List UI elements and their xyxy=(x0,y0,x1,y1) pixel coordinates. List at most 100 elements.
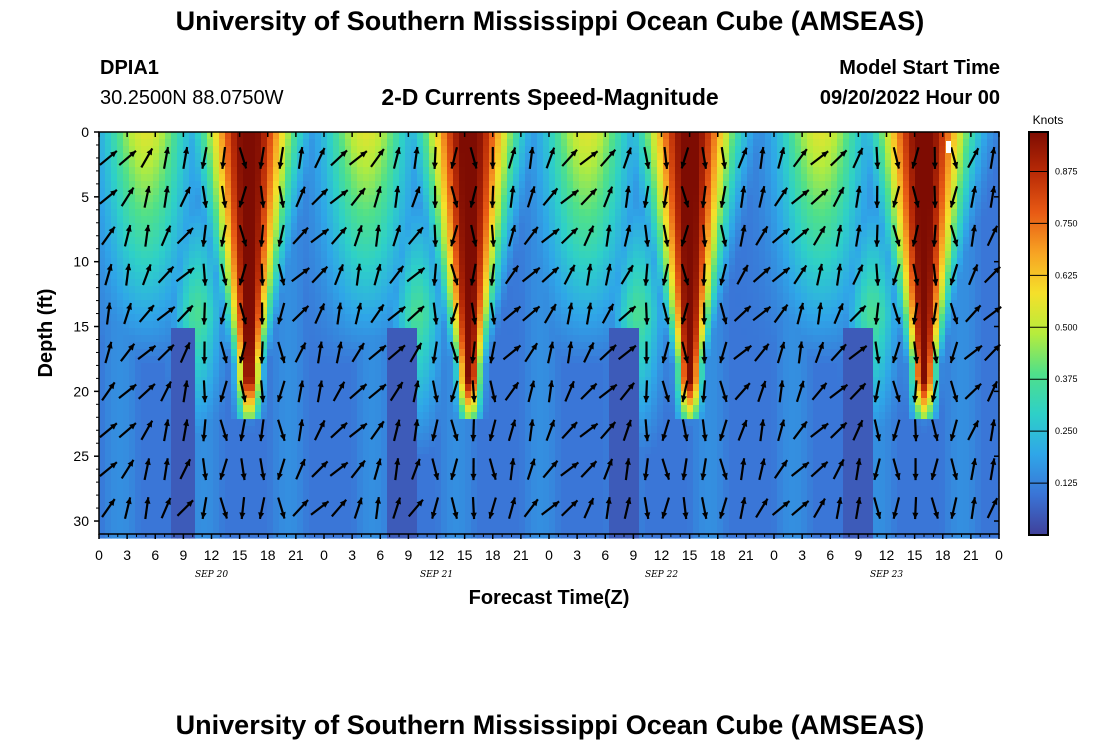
heat-cell xyxy=(573,342,580,350)
heat-cell xyxy=(561,202,568,210)
heat-cell xyxy=(297,440,304,448)
heat-cell xyxy=(405,265,412,273)
heat-cell xyxy=(267,216,274,224)
heat-cell xyxy=(537,307,544,315)
heat-cell xyxy=(507,370,514,378)
heat-cell xyxy=(291,293,298,301)
heat-cell xyxy=(531,237,538,245)
heat-cell xyxy=(495,356,502,364)
heat-cell xyxy=(591,321,598,329)
heat-cell xyxy=(147,412,154,420)
heat-cell xyxy=(333,454,340,462)
heat-cell xyxy=(579,300,586,308)
heat-cell xyxy=(363,517,370,525)
heat-cell xyxy=(231,482,238,490)
heat-cell xyxy=(453,349,460,357)
heat-cell xyxy=(477,230,484,238)
heat-cell xyxy=(231,349,238,357)
heat-cell xyxy=(237,167,244,175)
heat-cell xyxy=(465,426,472,434)
heat-cell xyxy=(537,398,544,406)
heat-cell xyxy=(567,447,574,455)
heat-cell xyxy=(147,244,154,252)
heat-cell xyxy=(579,475,586,483)
heat-cell xyxy=(183,412,190,420)
heat-cell xyxy=(279,293,286,301)
heat-cell xyxy=(351,286,358,294)
heat-cell xyxy=(165,132,172,140)
heat-cell xyxy=(429,293,436,301)
heat-cell xyxy=(417,146,424,154)
heat-cell xyxy=(99,454,106,462)
heat-cell xyxy=(117,405,124,413)
heat-cell xyxy=(387,433,394,441)
heat-cell xyxy=(441,244,448,252)
heat-cell xyxy=(549,167,556,175)
heat-cell xyxy=(543,251,550,259)
heat-cell xyxy=(195,286,202,294)
heat-cell xyxy=(597,188,604,196)
heat-cell xyxy=(333,412,340,420)
heat-cell xyxy=(141,209,148,217)
heat-cell xyxy=(423,258,430,266)
heat-cell xyxy=(333,342,340,350)
heat-cell xyxy=(225,244,232,252)
heat-cell xyxy=(213,146,220,154)
heat-cell xyxy=(519,237,526,245)
heat-cell xyxy=(537,412,544,420)
heat-cell xyxy=(171,321,178,329)
heat-cell xyxy=(417,419,424,427)
heat-cell xyxy=(201,405,208,413)
heat-cell xyxy=(471,447,478,455)
heat-cell xyxy=(99,398,106,406)
heat-cell xyxy=(243,496,250,504)
heat-cell xyxy=(303,181,310,189)
heat-cell xyxy=(519,384,526,392)
heat-cell xyxy=(423,503,430,511)
heat-cell xyxy=(171,146,178,154)
heat-cell xyxy=(117,475,124,483)
heat-cell xyxy=(393,524,400,532)
heat-cell xyxy=(225,167,232,175)
heat-cell xyxy=(189,482,196,490)
heat-cell xyxy=(411,489,418,497)
heat-cell xyxy=(147,342,154,350)
heat-cell xyxy=(249,356,256,364)
heat-cell xyxy=(429,398,436,406)
heat-cell xyxy=(339,419,346,427)
heat-cell xyxy=(417,349,424,357)
heat-cell xyxy=(519,307,526,315)
heat-cell xyxy=(603,475,610,483)
heat-cell xyxy=(465,503,472,511)
heat-cell xyxy=(189,454,196,462)
heat-cell xyxy=(141,216,148,224)
heat-cell xyxy=(207,510,214,518)
heat-cell xyxy=(333,160,340,168)
heat-cell xyxy=(123,384,130,392)
heat-cell xyxy=(537,188,544,196)
heat-cell xyxy=(339,314,346,322)
heat-cell xyxy=(519,454,526,462)
heat-cell xyxy=(573,503,580,511)
heat-cell xyxy=(405,419,412,427)
heat-cell xyxy=(519,272,526,280)
heat-cell xyxy=(507,503,514,511)
heat-cell xyxy=(465,398,472,406)
heat-cell xyxy=(351,272,358,280)
heat-cell xyxy=(609,517,616,525)
heat-cell xyxy=(261,174,268,182)
heat-cell xyxy=(603,209,610,217)
heat-cell xyxy=(159,279,166,287)
heat-cell xyxy=(231,475,238,483)
heat-cell xyxy=(507,454,514,462)
heat-cell xyxy=(465,412,472,420)
heat-cell xyxy=(363,167,370,175)
heat-cell xyxy=(345,160,352,168)
heat-cell xyxy=(351,300,358,308)
heat-cell xyxy=(279,335,286,343)
heat-cell xyxy=(585,258,592,266)
heat-cell xyxy=(585,335,592,343)
heat-cell xyxy=(297,475,304,483)
heat-cell xyxy=(207,475,214,483)
heat-cell xyxy=(609,258,616,266)
